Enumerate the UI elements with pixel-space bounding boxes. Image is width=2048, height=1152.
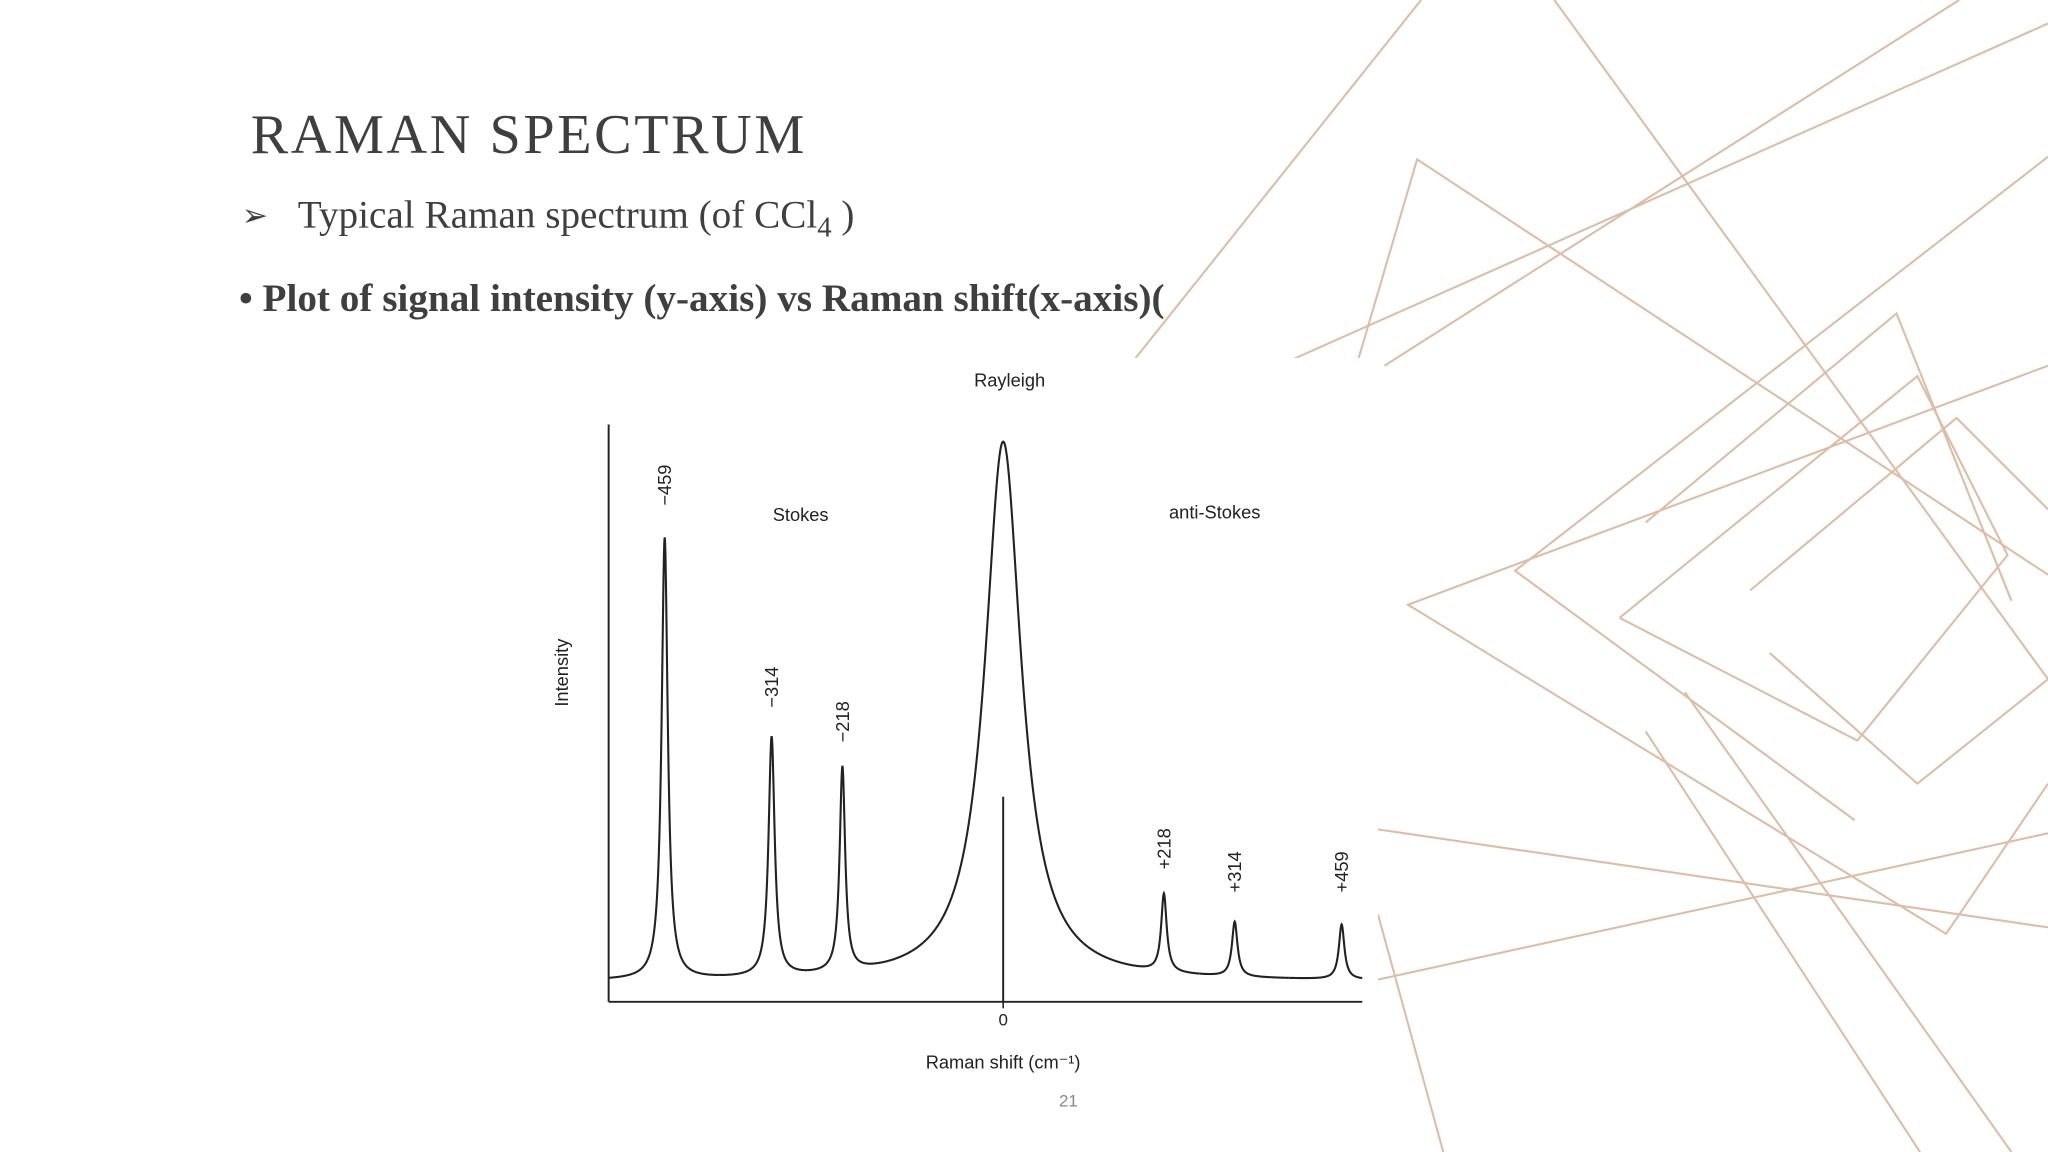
spectrum-peak: [718, 735, 808, 977]
spectrum-peak: [922, 440, 1085, 945]
spectrum-chart: 0 Raman shift (cm⁻¹) Intensity Rayleigh Stok…: [551, 370, 1363, 1072]
x-tick-label: 0: [998, 1010, 1007, 1029]
peak-label: +218: [1153, 828, 1174, 869]
subscript: 4: [817, 211, 831, 243]
text: Typical Raman spectrum (of CCl: [298, 193, 818, 236]
spectrum-peak: [1199, 919, 1289, 979]
text: Plot of signal intensity (y-axis) vs Ram…: [263, 277, 1165, 320]
peak-label: +459: [1331, 851, 1352, 892]
spectrum-peak: [1288, 922, 1363, 980]
text: ): [832, 193, 855, 236]
annotation: Rayleigh: [974, 370, 1045, 391]
page-number: 21: [1059, 1091, 1078, 1110]
spectrum-peak: [806, 765, 924, 972]
bullet-text: Typical Raman spectrum (of CCl4 ): [298, 193, 855, 243]
slide-title: RAMAN SPECTRUM: [251, 104, 807, 166]
y-axis-label: Intensity: [551, 638, 572, 707]
bullet-icon: ➢: [242, 198, 268, 233]
annotation: Stokes: [773, 504, 829, 525]
spectrum-peak: [608, 537, 719, 979]
x-axis-label: Raman shift (cm⁻¹): [926, 1051, 1081, 1072]
peak-label: −459: [654, 465, 675, 506]
peak-label: −218: [832, 701, 853, 742]
peak-label: −314: [761, 667, 782, 708]
bullet-text: • Plot of signal intensity (y-axis) vs R…: [239, 277, 1165, 320]
figure-background: [522, 357, 1378, 1152]
bullet-icon: •: [239, 277, 263, 320]
peak-label: +314: [1224, 851, 1245, 892]
annotation: anti-Stokes: [1169, 502, 1260, 523]
decoration: [1132, 0, 2048, 1152]
spectrum-peak: [1082, 890, 1200, 975]
